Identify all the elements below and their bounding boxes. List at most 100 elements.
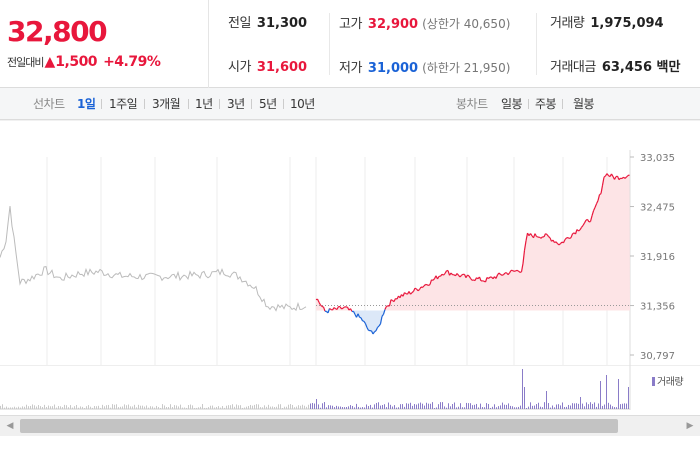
volume-bar xyxy=(596,406,597,409)
volume-bar xyxy=(364,407,365,409)
price-line-segment xyxy=(374,330,377,333)
tab-3-months[interactable]: 3개월 xyxy=(152,97,181,111)
price-line-segment xyxy=(579,227,583,231)
price-line-segment xyxy=(549,237,553,242)
tab-3-years[interactable]: 3년 xyxy=(227,97,245,111)
price-line-segment xyxy=(411,290,414,294)
tab-10-years[interactable]: 10년 xyxy=(290,97,315,111)
price-line-segment xyxy=(429,279,433,285)
volume-bar xyxy=(574,403,575,409)
volume-bar xyxy=(430,403,431,409)
volume-bar xyxy=(306,406,307,409)
change-rate: +4.79% xyxy=(103,54,161,70)
volume-bar xyxy=(468,403,469,409)
volume-bar xyxy=(218,406,219,409)
price-line-segment xyxy=(422,285,425,288)
price-line-segment xyxy=(543,233,547,238)
volume-bar xyxy=(384,404,385,409)
price-line-segment xyxy=(534,233,538,237)
volume-bar xyxy=(136,407,137,409)
price-line-segment xyxy=(359,316,362,319)
tab-daily-candle[interactable]: 일봉 xyxy=(501,97,523,111)
volume-bar xyxy=(480,403,481,409)
volume-bar xyxy=(500,405,501,409)
price-line-segment xyxy=(507,272,510,276)
price-line-segment xyxy=(339,306,342,310)
tab-weekly-candle[interactable]: 주봉 xyxy=(535,97,557,111)
tab-divider xyxy=(144,99,145,109)
volume-bar xyxy=(176,405,177,409)
volume-bar xyxy=(82,406,83,409)
volume-bar xyxy=(314,403,315,409)
price-line-segment xyxy=(558,243,561,246)
tab-5-years[interactable]: 5년 xyxy=(259,97,277,111)
volume-bar xyxy=(104,406,105,409)
volume-bar xyxy=(210,405,211,409)
volume-bar xyxy=(346,406,347,409)
price-line-segment xyxy=(395,297,398,300)
scrollbar-thumb[interactable] xyxy=(20,419,618,433)
volume-bar xyxy=(454,402,455,409)
volume-bar xyxy=(242,407,243,409)
price-line-segment xyxy=(390,299,393,302)
volume-bar xyxy=(138,404,139,409)
volume-bar xyxy=(30,405,31,409)
volume-bar xyxy=(370,404,371,409)
volume-bar xyxy=(326,407,327,409)
volume-bar xyxy=(302,404,303,409)
tab-1-year[interactable]: 1년 xyxy=(195,97,213,111)
volume-bar xyxy=(238,405,239,409)
volume-bar xyxy=(252,405,253,409)
chart-period-tabs: 선차트 1일 1주일 3개월 1년 3년 5년 10년 봉차트 일봉 주봉 월봉 xyxy=(0,88,700,120)
price-line-segment xyxy=(515,269,518,272)
price-line-segment xyxy=(443,273,446,276)
volume-bar xyxy=(392,406,393,409)
price-line-segment xyxy=(450,272,453,276)
price-line-segment xyxy=(548,236,551,239)
stat-label: 저가 xyxy=(339,61,362,76)
volume-bar xyxy=(130,406,131,409)
price-line-segment xyxy=(486,277,489,279)
tab-1-day[interactable]: 1일 xyxy=(77,97,96,111)
volume-bar xyxy=(52,406,53,409)
price-line-segment xyxy=(404,292,407,295)
tab-1-week[interactable]: 1주일 xyxy=(109,97,138,111)
up-arrow-icon: ▲ xyxy=(44,54,56,70)
volume-bar xyxy=(604,404,605,409)
volume-bar xyxy=(144,406,145,409)
volume-bar xyxy=(202,404,203,409)
price-line-segment xyxy=(329,308,332,310)
price-chart: 33,035 32,475 31,916 31,356 30,797 xyxy=(0,120,700,365)
volume-bar xyxy=(486,403,487,409)
volume-bar xyxy=(94,406,95,409)
intraday-chart: 33,035 32,475 31,916 31,356 30,797 거래량 xyxy=(0,120,700,415)
volume-bar xyxy=(368,406,369,409)
volume-bar xyxy=(536,404,537,409)
volume-bar xyxy=(362,407,363,409)
price-line-segment xyxy=(610,173,614,177)
volume-bar xyxy=(44,404,45,409)
change-amount: 1,500 xyxy=(55,54,98,70)
volume-bar xyxy=(514,407,515,409)
price-line-segment xyxy=(561,241,564,244)
volume-bar xyxy=(336,405,337,409)
volume-bar xyxy=(378,402,379,409)
price-line-segment xyxy=(624,176,627,179)
volume-bar xyxy=(510,405,511,409)
volume-bar xyxy=(60,406,61,409)
price-line-segment xyxy=(342,306,345,309)
volume-bar xyxy=(626,403,627,409)
change-row: 전일대비▲1,500 +4.79% xyxy=(7,53,161,72)
scroll-right-icon[interactable]: ▶ xyxy=(686,421,694,431)
tab-monthly-candle[interactable]: 월봉 xyxy=(573,97,595,111)
volume-bar xyxy=(320,407,321,409)
price-line-segment xyxy=(363,320,367,325)
volume-bar xyxy=(150,406,151,409)
chart-scrollbar[interactable]: ◀ ▶ xyxy=(0,415,700,436)
price-line-segment xyxy=(585,218,588,221)
scroll-left-icon[interactable]: ◀ xyxy=(6,421,14,431)
price-line-segment xyxy=(576,229,579,232)
volume-bar xyxy=(554,407,555,409)
volume-bar xyxy=(518,406,519,409)
price-line-segment xyxy=(478,276,482,282)
